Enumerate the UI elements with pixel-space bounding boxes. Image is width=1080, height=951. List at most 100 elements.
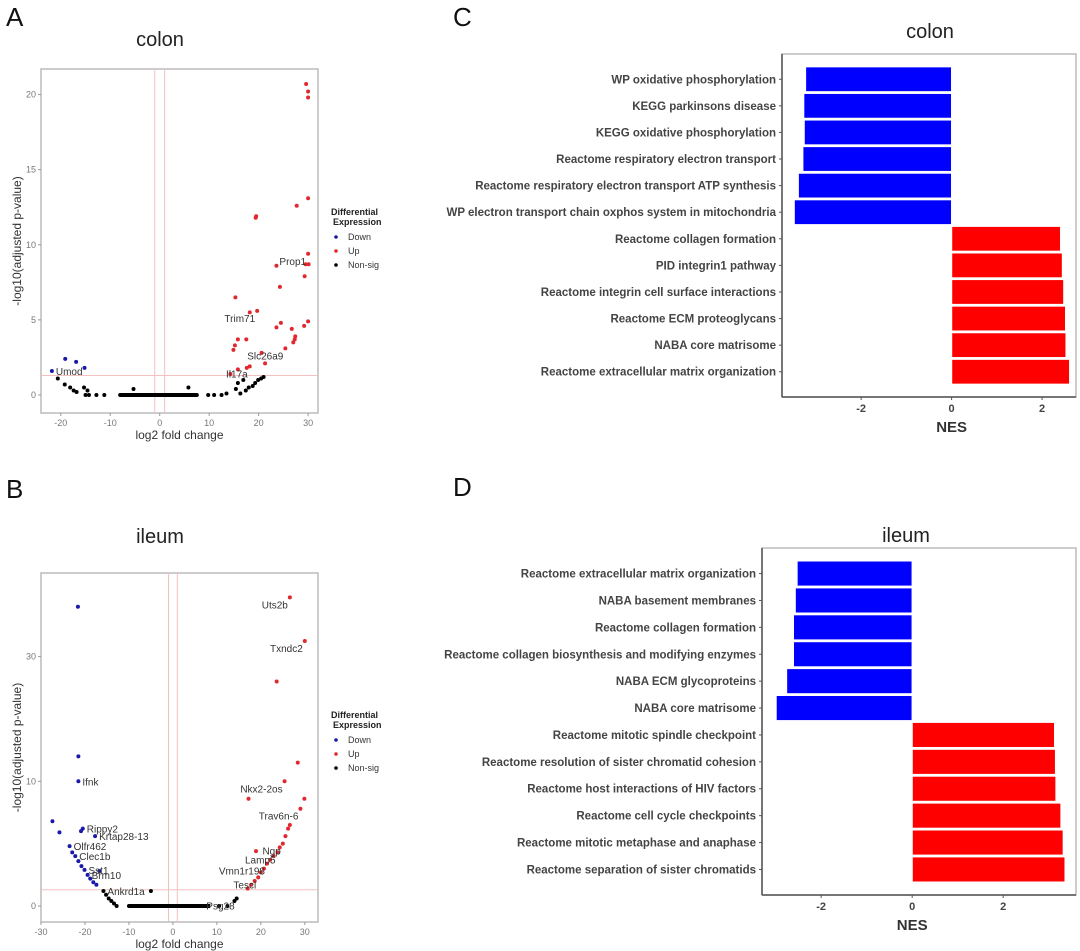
data-point [233,295,238,300]
x-tick-label: -2 [816,901,826,913]
data-point [256,377,261,382]
x-axis-title: NES [936,419,967,436]
nes-bar [804,66,953,93]
data-point [186,385,191,390]
data-point [282,779,287,784]
data-point [304,82,309,87]
data-point [225,904,230,908]
data-point [74,359,79,364]
gene-label: Ngp [262,847,281,858]
pathway-label: NABA basement membranes [599,595,756,607]
data-point [249,882,254,887]
data-point [101,889,106,894]
nes-bar [911,829,1064,856]
nes-bar [911,856,1066,883]
data-point [255,308,260,313]
legend-label: Down [348,735,371,745]
data-point [76,779,81,784]
legend-swatch [334,766,338,770]
data-point [277,284,282,289]
data-point [50,819,55,824]
gene-label: Brm10 [92,871,122,882]
data-point [67,844,72,849]
data-point [206,392,211,397]
pathway-label: NABA core matrisome [654,340,776,352]
nes-bar [785,667,913,695]
data-point [277,845,282,850]
data-point [49,368,54,373]
gene-label: Olfr462 [74,842,107,853]
legend-swatch [334,263,338,267]
gene-label: Txndc2 [270,644,303,655]
data-point [258,870,263,875]
data-point [244,365,249,370]
gene-label: Uts2b [262,600,289,611]
gene-label: Sst1 [89,866,109,877]
data-point [306,319,311,324]
nes-bar [796,560,913,587]
data-point [85,388,90,393]
pathway-label: Reactome integrin cell surface interacti… [541,287,776,299]
pathway-label: Reactome resolution of sister chromatid … [482,757,756,769]
data-point [244,337,249,342]
data-point [63,356,68,361]
data-point [263,361,268,366]
pathway-label: Reactome extracellular matrix organizati… [541,367,776,379]
legend-label: Up [348,246,360,256]
data-point [298,806,303,811]
x-axis-title: log2 fold change [135,937,223,951]
x-axis-title: NES [897,917,928,934]
data-point [268,857,273,862]
data-point [252,879,257,884]
x-tick-label: 20 [254,418,264,428]
data-point [55,376,60,381]
y-tick-label: 20 [26,90,36,100]
gene-label: Clec1b [79,852,111,863]
nes-bar [951,278,1065,306]
data-point [73,854,78,859]
gene-label: Rippy2 [87,825,119,836]
data-point [247,364,252,369]
nes-bar [951,305,1067,332]
data-point [245,886,250,891]
data-point [306,89,311,94]
y-tick-label: 30 [26,652,36,662]
data-point [306,262,311,267]
pathway-label: Reactome respiratory electron transport … [475,181,776,193]
gene-label: Nkx2-2os [240,784,282,795]
nes-bar [794,587,913,614]
data-point [233,386,238,391]
data-point [302,796,307,801]
data-point [302,323,307,328]
data-point [292,337,297,342]
x-tick-label: 30 [300,927,310,937]
legend-swatch [334,249,338,253]
plot-border [40,572,319,923]
y-tick-label: 10 [26,776,36,786]
data-point [62,382,67,387]
nes-bar [951,252,1064,279]
data-point [283,346,288,351]
gene-label: Ankrd1a [107,887,145,898]
pathway-label: Reactome collagen formation [595,622,756,634]
data-point [246,385,251,390]
data-point [71,388,76,393]
data-point [79,864,84,869]
x-tick-label: 0 [170,927,175,937]
x-tick-label: -10 [104,418,117,428]
legend-title: Differential [331,710,378,720]
gene-label: Il17a [226,369,248,380]
legend-swatch [334,235,338,239]
data-point [247,310,252,315]
data-point [246,796,251,801]
series-up [245,595,307,891]
gene-label: Vmn1r198 [219,867,266,878]
gene-label: Krtap28-13 [99,832,149,843]
gene-label: Lamp5 [245,855,276,866]
pathway-label: NABA core matrisome [634,703,756,715]
data-point [261,866,266,871]
legend-label: Up [348,749,360,759]
